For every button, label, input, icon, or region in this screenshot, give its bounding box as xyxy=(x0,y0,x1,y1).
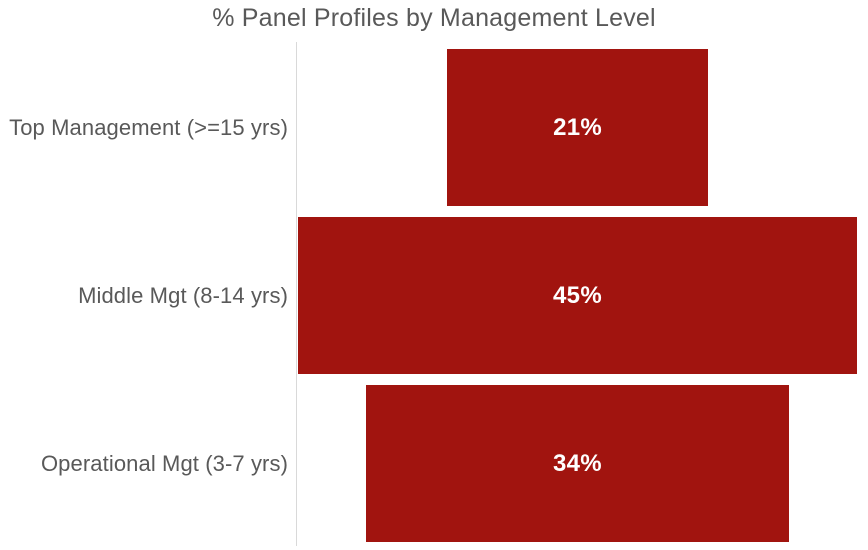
chart-title: % Panel Profiles by Management Level xyxy=(212,4,656,32)
funnel-bar: 34% xyxy=(366,385,789,542)
bar-value-label: 45% xyxy=(553,281,602,309)
funnel-bar: 21% xyxy=(447,49,708,206)
bar-value-label: 34% xyxy=(553,449,602,477)
category-label: Top Management (>=15 yrs) xyxy=(9,114,288,140)
bar-value-label: 21% xyxy=(553,113,602,141)
category-axis-line xyxy=(296,42,297,546)
category-label: Operational Mgt (3-7 yrs) xyxy=(40,450,288,476)
funnel-bar: 45% xyxy=(298,217,857,374)
category-label: Middle Mgt (8-14 yrs) xyxy=(78,282,288,308)
